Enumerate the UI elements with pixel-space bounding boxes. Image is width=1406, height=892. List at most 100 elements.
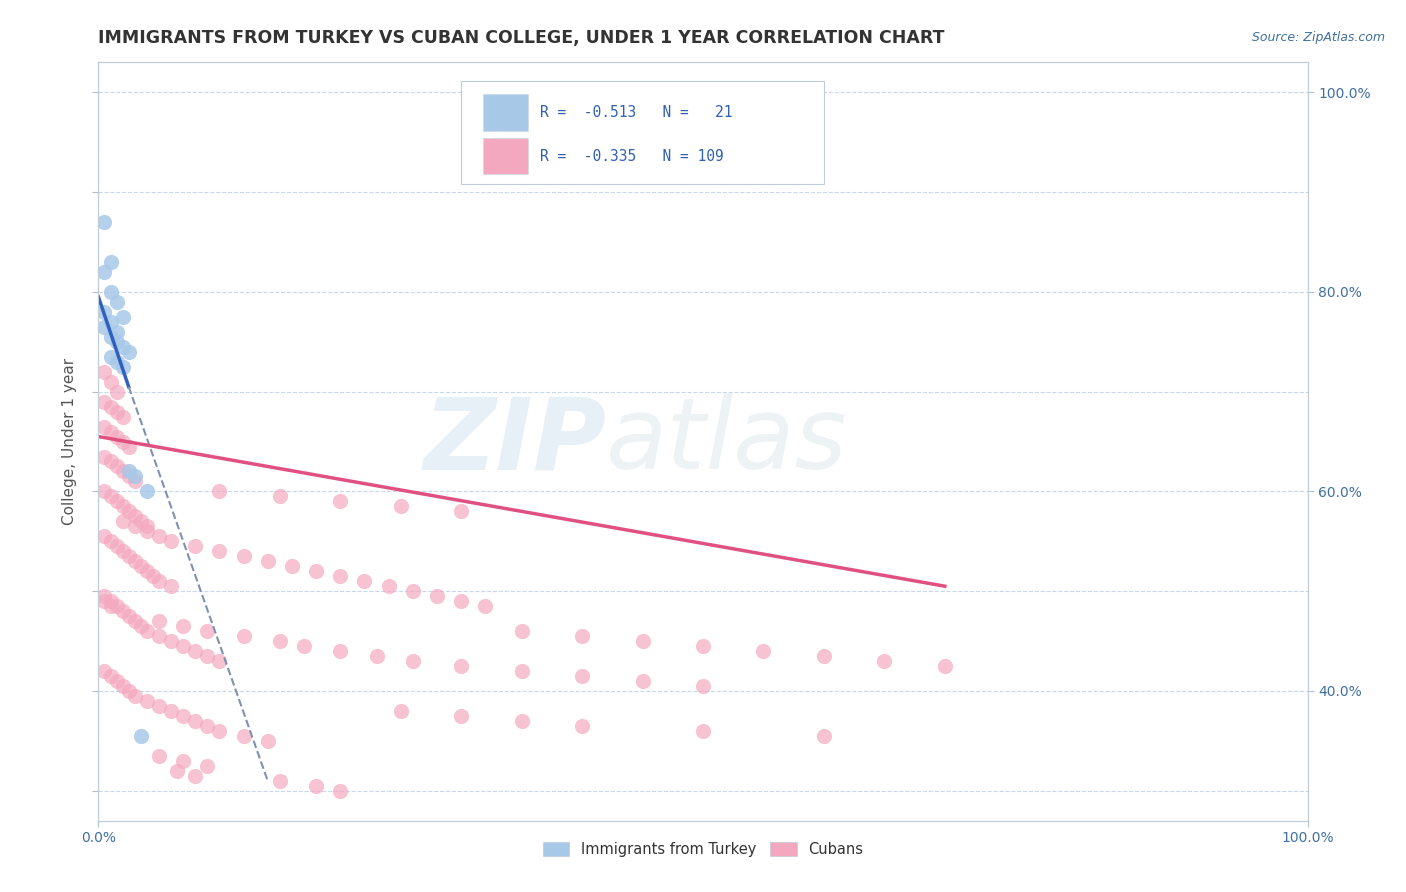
Point [329,569,352,583]
Point [426,589,449,603]
Point [105,334,128,349]
Point [124,509,146,524]
Point [571,669,593,683]
FancyBboxPatch shape [482,138,527,174]
Point [93,319,115,334]
Point [402,654,425,668]
Point [813,648,835,663]
Point [269,490,291,504]
Point [118,549,141,564]
Point [269,634,291,648]
Point [172,754,194,768]
Point [631,634,654,648]
Point [305,779,328,793]
Point [329,644,352,658]
Point [100,285,122,299]
Point [232,629,254,643]
Point [135,524,157,539]
Point [135,519,157,533]
Point [184,644,207,658]
Point [571,719,593,733]
Point [377,579,399,593]
Point [93,594,115,608]
Point [135,694,157,708]
Point [184,539,207,553]
Point [172,709,194,723]
Point [105,539,128,553]
Point [111,604,134,618]
Point [129,619,152,633]
Point [124,554,146,568]
Point [172,619,194,633]
Point [813,729,835,743]
Point [118,465,141,479]
Point [269,773,291,788]
Point [100,454,122,468]
Point [142,569,165,583]
Point [124,519,146,533]
Point [124,475,146,489]
Point [118,440,141,454]
Point [124,689,146,703]
Point [692,639,714,653]
Point [281,559,304,574]
Point [100,350,122,364]
Point [93,365,115,379]
Point [129,514,152,528]
Point [93,484,115,499]
Point [124,614,146,628]
Point [195,624,218,639]
Point [105,355,128,369]
Text: R =  -0.335   N = 109: R = -0.335 N = 109 [540,149,724,163]
Point [105,494,128,508]
Point [166,764,188,778]
Point [450,659,472,673]
Point [100,330,122,344]
Text: ZIP: ZIP [423,393,606,490]
Point [105,325,128,339]
Point [111,514,134,528]
Point [111,340,134,354]
Point [256,734,278,748]
Point [100,315,122,329]
Point [135,624,157,639]
Point [305,564,328,578]
FancyBboxPatch shape [461,81,824,184]
Point [93,529,115,543]
Point [208,654,231,668]
Point [129,729,152,743]
Point [232,729,254,743]
Point [148,629,170,643]
Text: R =  -0.513   N =   21: R = -0.513 N = 21 [540,105,733,120]
Point [450,594,472,608]
Point [450,709,472,723]
Point [93,394,115,409]
Point [105,384,128,399]
Point [208,484,231,499]
Point [692,723,714,738]
Point [510,714,533,728]
Point [631,673,654,688]
Point [571,629,593,643]
Point [93,589,115,603]
Point [118,344,141,359]
Point [118,684,141,698]
Point [111,359,134,374]
Point [329,783,352,797]
Point [195,758,218,772]
Point [148,574,170,589]
Point [93,305,115,319]
Point [118,504,141,518]
Point [232,549,254,564]
Point [208,544,231,558]
Point [93,664,115,678]
Text: atlas: atlas [606,393,848,490]
Point [160,704,183,718]
Point [148,614,170,628]
Point [389,704,412,718]
Point [118,609,141,624]
Point [100,400,122,414]
Point [105,599,128,614]
Point [148,748,170,763]
Point [934,659,956,673]
